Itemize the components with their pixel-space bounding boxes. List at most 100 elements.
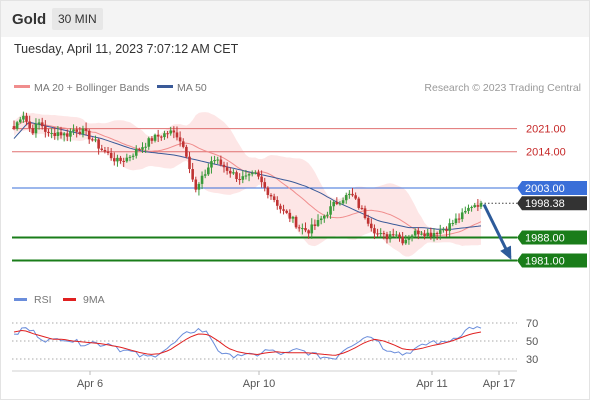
candlestick <box>338 201 342 206</box>
candlestick <box>423 230 426 240</box>
candle-body <box>322 215 326 219</box>
candlestick <box>301 223 304 235</box>
candlestick <box>131 153 135 160</box>
candlestick <box>200 171 204 190</box>
candle-body <box>81 128 85 134</box>
candle-body <box>119 157 122 161</box>
candlestick <box>191 162 194 182</box>
candle-body <box>410 235 414 239</box>
rsi-tick-label: 70 <box>526 318 538 330</box>
candlestick <box>106 146 110 156</box>
candlestick <box>391 228 395 237</box>
candlestick <box>335 197 339 206</box>
candlestick <box>87 128 91 144</box>
support-level-label: 1988.00 <box>525 232 565 244</box>
candle-body <box>263 182 267 188</box>
candle-body <box>91 139 94 141</box>
candlestick <box>178 131 182 147</box>
candlestick <box>426 228 430 238</box>
candlestick <box>479 200 483 210</box>
candle-body <box>351 193 354 196</box>
candlestick <box>69 128 72 142</box>
candlestick <box>269 193 273 200</box>
candle-body <box>257 172 260 177</box>
candle-body <box>62 133 66 136</box>
candle-body <box>429 232 433 237</box>
candle-body <box>448 223 451 232</box>
candlestick <box>351 187 354 197</box>
candle-body <box>260 176 263 183</box>
candle-body <box>72 129 75 132</box>
candlestick <box>185 144 188 159</box>
candlestick <box>370 218 373 232</box>
rsi-line <box>13 326 482 360</box>
candlestick <box>59 126 63 139</box>
candle-body <box>244 175 248 177</box>
candlestick <box>188 151 191 174</box>
candlestick <box>454 213 458 225</box>
candlestick <box>297 224 301 232</box>
candlestick <box>75 126 78 138</box>
time-axis-label: Apr 17 <box>483 378 515 390</box>
candlestick <box>125 153 129 163</box>
last-level-label: 1998.38 <box>525 198 565 210</box>
candlestick <box>304 222 307 233</box>
candle-body <box>316 220 320 226</box>
candle-body <box>185 146 188 157</box>
candle-body <box>188 156 191 170</box>
candlestick <box>344 192 348 204</box>
candlestick <box>241 170 245 184</box>
candle-body <box>207 167 210 175</box>
candle-body <box>301 228 304 230</box>
candlestick <box>464 206 467 214</box>
candle-body <box>272 196 276 200</box>
price-level-tag <box>517 253 587 268</box>
candlestick <box>250 170 254 177</box>
candlestick <box>282 204 285 215</box>
candlestick <box>401 232 404 246</box>
candle-body <box>106 151 110 153</box>
candlestick <box>138 147 141 151</box>
instrument-title: Gold <box>12 11 47 28</box>
ma9-legend-label: 9MA <box>83 294 105 306</box>
timeframe-badge[interactable]: 30 MIN <box>52 8 103 30</box>
candlestick <box>56 126 60 141</box>
candle-body <box>254 172 257 174</box>
candlestick <box>119 155 122 164</box>
candle-body <box>344 195 348 201</box>
candlestick <box>216 156 220 164</box>
candlestick <box>47 128 50 137</box>
candle-body <box>382 233 386 235</box>
price-level-labels: 2021.00 2014.00 2003.00 1998.38 1988.00 1981.… <box>517 124 587 268</box>
candle-body <box>44 126 47 132</box>
candle-body <box>297 227 301 229</box>
candlestick <box>203 169 207 179</box>
ma20-legend-swatch <box>14 85 30 88</box>
candlestick <box>50 128 53 139</box>
candle-body <box>100 148 104 151</box>
candlestick <box>432 228 436 242</box>
candlestick <box>163 130 166 140</box>
candle-body <box>426 232 430 237</box>
candle-body <box>313 224 317 226</box>
resistance-level-label: 2014.00 <box>526 147 566 159</box>
chart-header: Gold 30 MIN <box>1 1 589 37</box>
candle-body <box>194 179 198 190</box>
candle-body <box>398 234 401 237</box>
candle-body <box>470 207 473 209</box>
candle-body <box>385 234 389 240</box>
candlestick <box>373 224 376 240</box>
candle-body <box>153 134 157 141</box>
candle-body <box>22 115 25 120</box>
ma9-legend-swatch <box>63 298 76 301</box>
candlestick <box>244 169 248 180</box>
candle-body <box>310 224 314 234</box>
candlestick <box>279 203 282 214</box>
candlestick <box>225 162 229 175</box>
candlestick <box>116 154 119 167</box>
candlestick <box>429 227 433 240</box>
candle-body <box>191 169 194 180</box>
candlestick <box>160 135 163 141</box>
candle-body <box>203 174 207 176</box>
